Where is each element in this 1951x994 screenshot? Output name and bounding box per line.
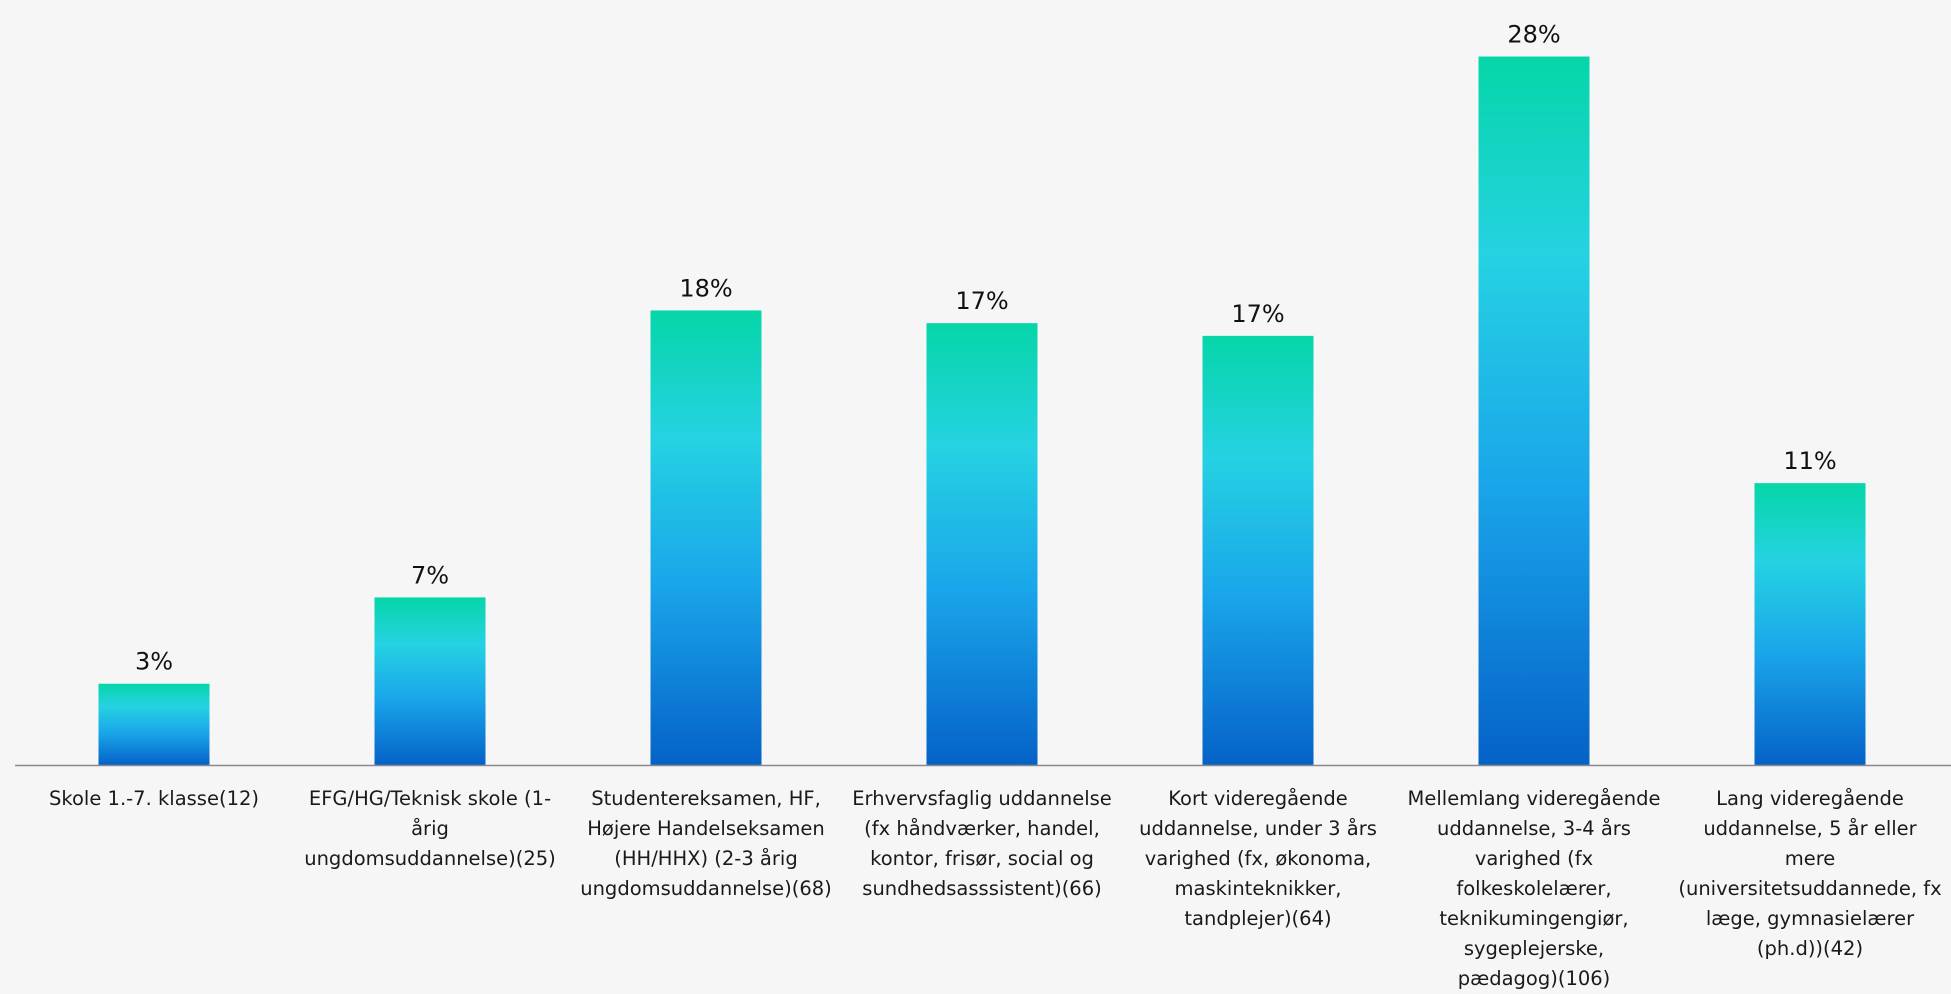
data-label-5: 17% [1231, 300, 1284, 328]
category-label-6: Mellemlang videregående uddannelse, 3-4 … [1407, 787, 1661, 990]
data-label-6: 28% [1507, 21, 1560, 49]
category-label-2: EFG/HG/Teknisk skole (1- årig ungdomsudd… [304, 787, 556, 870]
value-labels-group: 3% 7% 18% 17% 17% 28% 11% [135, 21, 1837, 676]
data-label-4: 17% [955, 287, 1008, 315]
data-label-1: 3% [135, 648, 173, 676]
data-label-7: 11% [1783, 447, 1836, 475]
bars-group [98, 56, 1866, 765]
bar-7 [1754, 483, 1866, 765]
bar-4 [926, 323, 1038, 765]
bar-6 [1478, 56, 1590, 765]
data-label-2: 7% [411, 561, 449, 589]
data-label-3: 18% [679, 274, 732, 302]
bar-5 [1202, 335, 1314, 765]
bar-3 [650, 310, 762, 765]
category-label-5: Kort videregående uddannelse, under 3 år… [1139, 787, 1377, 930]
category-label-1: Skole 1.-7. klasse(12) [49, 787, 259, 810]
bar-2 [374, 597, 486, 765]
bar-1 [98, 683, 210, 765]
category-label-4: Erhvervsfaglig uddannelse (fx håndværker… [852, 787, 1112, 900]
category-label-7: Lang videregående uddannelse, 5 år eller… [1678, 787, 1942, 960]
category-label-3: Studentereksamen, HF, Højere Handelseksa… [580, 787, 832, 900]
